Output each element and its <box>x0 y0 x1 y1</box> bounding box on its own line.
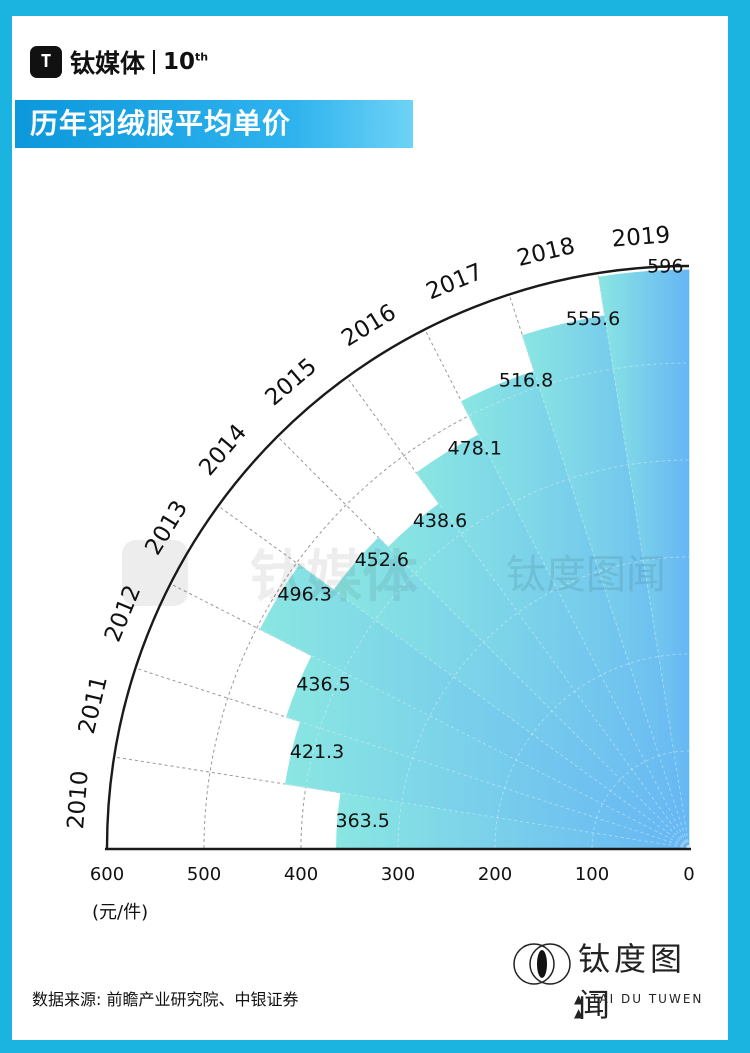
bar-2019 <box>598 269 690 849</box>
grid-radial-overlay <box>424 329 690 849</box>
chart-title: 历年羽绒服平均单价 <box>30 107 292 140</box>
anniversary-number: 10 <box>163 49 196 75</box>
taidu-subtitle: ▲ TAI DU TUWEN ▲ <box>574 992 704 1020</box>
brand-watermark: 钛媒体 <box>250 545 418 610</box>
grid-radial-overlay <box>508 294 690 849</box>
tick-label: 300 <box>381 864 415 885</box>
tick-label: 400 <box>284 864 318 885</box>
watermark-layer: 钛媒体 钛度图闻 <box>122 540 666 610</box>
anniversary-suffix: th <box>195 50 209 64</box>
bar-2013 <box>259 564 690 849</box>
value-label-2017: 516.8 <box>499 369 553 391</box>
brand-divider <box>153 50 156 74</box>
value-label-2019: 596 <box>647 256 683 278</box>
tick-label: 200 <box>478 864 512 885</box>
bar-2014 <box>333 537 690 849</box>
grid-overlay-layer <box>114 273 690 849</box>
taidu-watermark: 钛度图闻 <box>506 552 666 598</box>
value-label-2012: 436.5 <box>296 674 350 696</box>
grid-radial-overlay <box>597 273 690 849</box>
tmt-logo-icon: T <box>30 46 62 78</box>
year-label-2012: 2012 <box>100 582 146 646</box>
grid-arc-overlay <box>397 556 690 849</box>
value-label-2016: 478.1 <box>448 437 502 459</box>
tick-label: 0 <box>683 864 694 885</box>
brand-header: T 钛媒体 10th <box>30 44 208 80</box>
year-label-2018: 2018 <box>515 233 578 272</box>
year-label-2011: 2011 <box>74 674 113 737</box>
value-label-2015: 438.6 <box>413 510 467 532</box>
taidu-logo: 钛度图闻 ▲ TAI DU TUWEN ▲ <box>512 932 712 1024</box>
grid-arc <box>203 362 690 849</box>
grid-radial-overlay <box>114 756 690 849</box>
grid-radial-overlay <box>217 505 690 849</box>
value-label-2014: 452.6 <box>355 549 409 571</box>
outer-arc <box>105 264 690 849</box>
value-label-2011: 421.3 <box>290 741 344 763</box>
year-label-2010: 2010 <box>63 770 94 830</box>
value-label-2018: 555.6 <box>566 308 620 330</box>
grid-arc-overlay <box>300 459 690 849</box>
value-label-2010: 363.5 <box>336 810 390 832</box>
brand-watermark-logo-icon <box>122 540 188 606</box>
title-bar <box>15 100 413 148</box>
year-label-2017: 2017 <box>423 259 487 305</box>
grid-radial-overlay <box>277 436 690 849</box>
year-label-2016: 2016 <box>337 299 401 352</box>
grid-arc-overlay <box>494 653 690 849</box>
tick-label: 500 <box>187 864 221 885</box>
tick-label: 100 <box>575 864 609 885</box>
grid-arc-overlay <box>203 362 690 849</box>
anniversary-badge: 10th <box>163 49 208 75</box>
grid-radial-overlay <box>170 583 690 849</box>
grid-radial-overlay <box>135 667 690 849</box>
tick-label: 600 <box>90 864 124 885</box>
grid-radial-overlay <box>346 376 690 849</box>
bars-layer <box>259 269 690 849</box>
year-label-2019: 2019 <box>611 222 671 253</box>
eye-icon <box>513 943 571 985</box>
data-source: 数据来源: 前瞻产业研究院、中银证券 <box>32 990 299 1009</box>
brand-name: 钛媒体 <box>70 49 146 78</box>
frame-layer <box>105 264 691 851</box>
taidu-name: 钛度图闻 <box>578 940 687 1024</box>
value-label-2013: 496.3 <box>277 583 331 605</box>
axis-unit-label: (元/件) <box>92 902 149 923</box>
grid-arc-overlay <box>591 750 690 849</box>
